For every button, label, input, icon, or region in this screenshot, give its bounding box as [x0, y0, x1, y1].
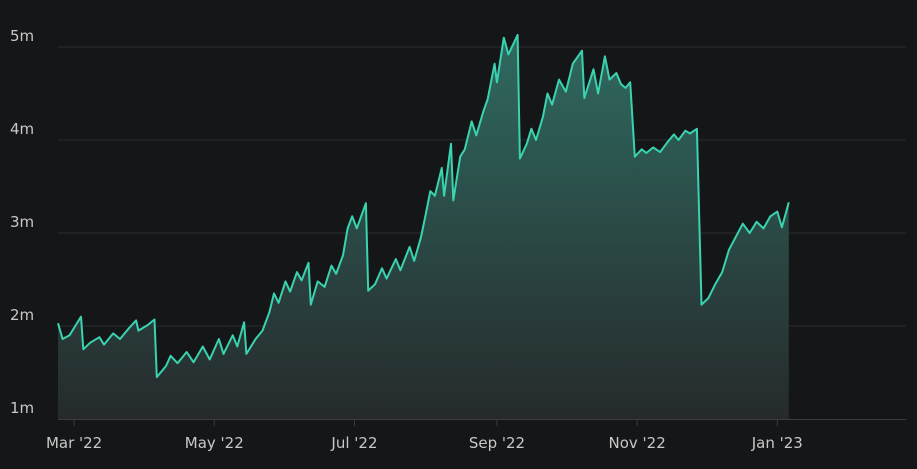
- series-line: [57, 33, 790, 379]
- y-tick-label: 5m: [10, 27, 34, 45]
- x-tick-label: Jan '23: [751, 434, 803, 452]
- y-tick-labels: 1m 2m 3m 4m 5m: [10, 27, 34, 417]
- y-tick-label: 3m: [10, 213, 34, 231]
- x-tick-label: Mar '22: [46, 434, 102, 452]
- x-tick-label: Sep '22: [469, 434, 525, 452]
- y-tick-label: 1m: [10, 399, 34, 417]
- x-tick-labels: Mar '22 May '22 Jul '22 Sep '22 Nov '22 Jan '…: [46, 419, 803, 452]
- y-tick-label: 2m: [10, 306, 34, 324]
- y-tick-label: 4m: [10, 120, 34, 138]
- x-tick-label: Jul '22: [330, 434, 377, 452]
- x-tick-label: May '22: [185, 434, 244, 452]
- x-tick-label: Nov '22: [608, 434, 665, 452]
